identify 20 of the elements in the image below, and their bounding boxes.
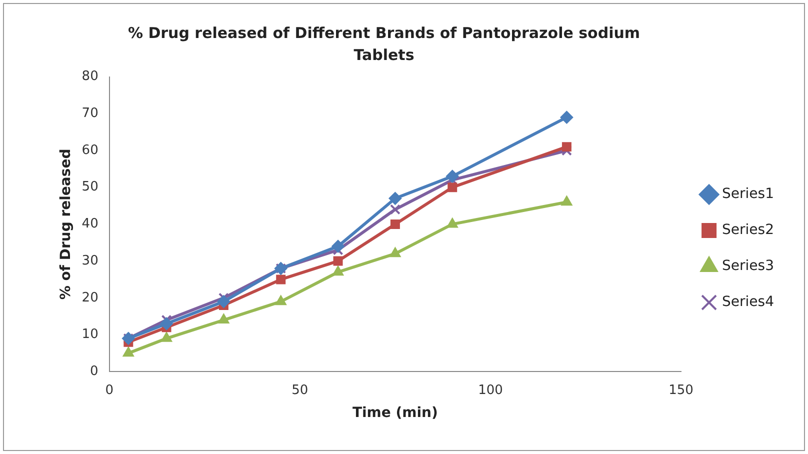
y-tick-label: 30 xyxy=(82,253,98,268)
x-axis-title: Time (min) xyxy=(352,405,438,422)
legend-label: Series1 xyxy=(722,186,774,202)
x-tick-label: 150 xyxy=(668,382,694,398)
x-tick-label: 0 xyxy=(105,382,114,398)
y-tick-label: 80 xyxy=(82,69,98,84)
y-tick-label: 10 xyxy=(82,327,98,342)
legend-label: Series3 xyxy=(722,258,774,274)
y-tick-label: 60 xyxy=(82,142,98,158)
y-tick-label: 50 xyxy=(82,180,98,195)
x-tick-label: 100 xyxy=(478,382,503,398)
x-tick-label: 50 xyxy=(292,382,308,398)
y-tick-label: 0 xyxy=(90,364,98,379)
y-tick-label: 40 xyxy=(82,216,98,232)
y-axis-title: % of Drug released xyxy=(58,148,74,300)
legend-label: Series4 xyxy=(722,294,774,310)
y-tick-label: 20 xyxy=(82,290,98,306)
legend-label: Series2 xyxy=(722,222,774,238)
y-tick-label: 70 xyxy=(82,106,98,122)
chart-title: % Drug released of Different Brands of Pantoprazole sodium Tablets xyxy=(126,23,642,66)
